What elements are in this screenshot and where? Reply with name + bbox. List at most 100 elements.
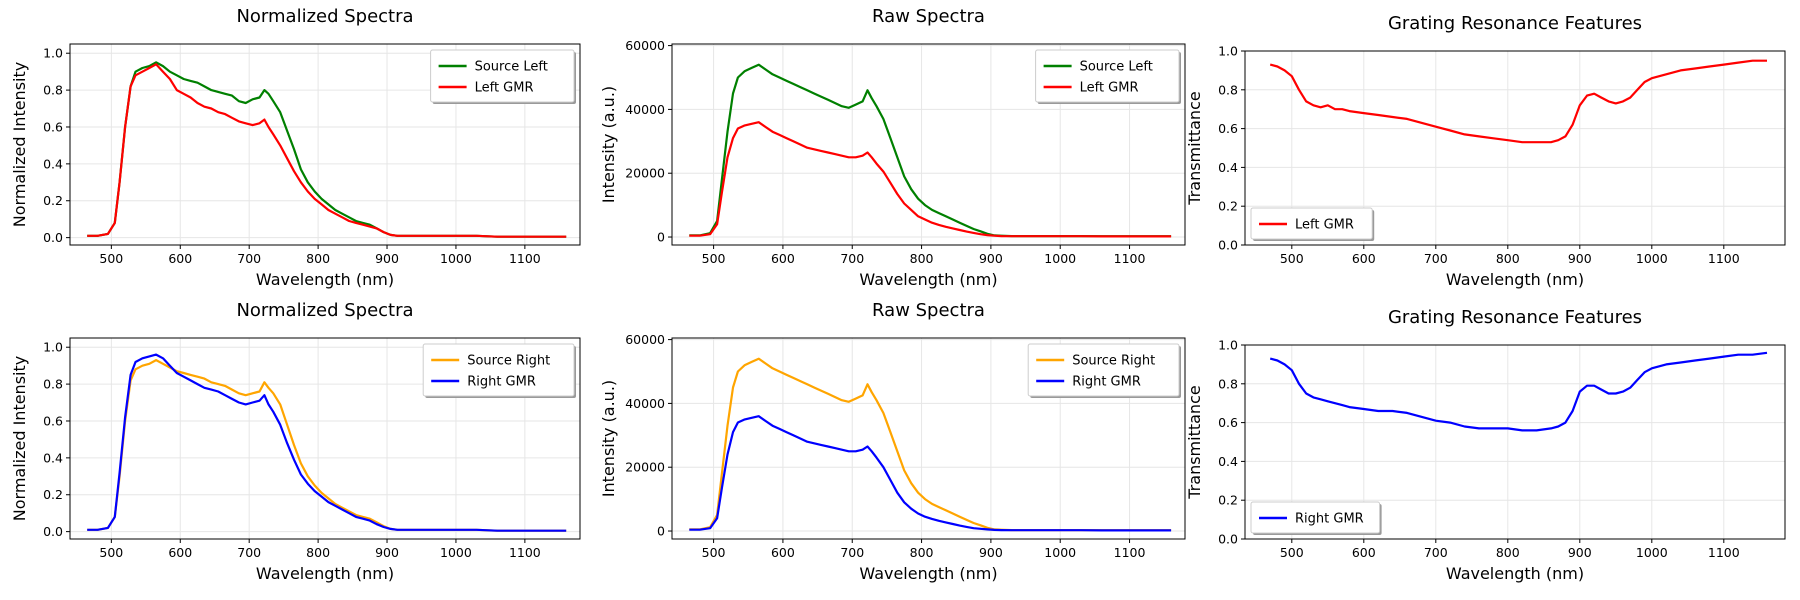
y-tick-label: 40000 [625, 396, 665, 411]
x-tick-label: 1100 [509, 545, 541, 560]
y-axis-label: Transmittance [1185, 91, 1204, 205]
x-tick-label: 600 [168, 545, 192, 560]
x-tick-label: 800 [306, 251, 330, 266]
axes-frame [69, 337, 581, 540]
subplot-norm-left: 500 600 700 800 900 1000 1100 0.0 0.2 0.4 0.6 0.8 1.… [10, 6, 581, 289]
x-tick-label: 1000 [1636, 251, 1668, 266]
x-tick-label: 900 [1568, 251, 1592, 266]
x-tick-label: 500 [702, 545, 726, 560]
legend: Source Left Left GMR [1035, 49, 1181, 104]
subplot-raw-right: 500 600 700 800 900 1000 1100 0 20000 40000 60000 R… [599, 300, 1186, 583]
y-tick-label: 0.0 [1218, 532, 1238, 547]
x-tick-label: 600 [771, 545, 795, 560]
y-tick-label: 20000 [625, 460, 665, 475]
x-tick-label: 700 [840, 251, 864, 266]
legend-label: Left GMR [1080, 81, 1139, 96]
x-axis-label: Wavelength (nm) [859, 564, 997, 583]
x-axis-label: Wavelength (nm) [1446, 270, 1584, 289]
x-tick-label: 800 [1496, 545, 1520, 560]
legend-label: Right GMR [1295, 512, 1364, 527]
legend-box [1035, 49, 1180, 103]
y-tick-label: 0.4 [43, 450, 63, 465]
x-tick-label: 700 [1424, 545, 1448, 560]
y-tick-label: 0.2 [1218, 493, 1238, 508]
x-axis-label: Wavelength (nm) [859, 270, 997, 289]
chart-title: Grating Resonance Features [1388, 307, 1642, 328]
legend: Source Right Right GMR [1027, 343, 1181, 398]
axes-frame [1244, 50, 1786, 246]
chart-title: Grating Resonance Features [1388, 13, 1642, 34]
legend-label: Source Left [1080, 60, 1153, 75]
legend-label: Left GMR [475, 81, 534, 96]
axes-frame [1244, 344, 1786, 540]
x-axis-label: Wavelength (nm) [1446, 564, 1584, 583]
series-line-left-gmr [87, 63, 567, 238]
legend: Left GMR [1250, 207, 1375, 241]
y-axis-label: Transmittance [1185, 385, 1204, 499]
x-tick-label: 700 [237, 251, 261, 266]
x-tick-label: 1100 [1114, 251, 1146, 266]
legend-label: Right GMR [1072, 375, 1141, 390]
x-tick-label: 1000 [1636, 545, 1668, 560]
y-axis-label: Intensity (a.u.) [599, 86, 618, 203]
y-tick-label: 1.0 [1218, 44, 1238, 59]
series-line-left-gmr [1269, 59, 1767, 144]
x-tick-label: 800 [306, 545, 330, 560]
legend-box [422, 343, 575, 397]
x-tick-label: 600 [168, 251, 192, 266]
subplot-gmr-right: 500 600 700 800 900 1000 1100 0.0 0.2 0.4 0.6 0.8 1.… [1185, 307, 1786, 583]
y-tick-label: 0 [657, 230, 665, 245]
subplot-raw-left: 500 600 700 800 900 1000 1100 0 20000 40000 60000 R… [599, 6, 1186, 289]
y-tick-label: 0.0 [43, 524, 63, 539]
x-tick-label: 1000 [440, 251, 472, 266]
series-line-right-gmr [87, 353, 567, 532]
legend-box [1250, 207, 1373, 240]
legend: Right GMR [1250, 501, 1382, 535]
y-tick-label: 0.6 [43, 413, 63, 428]
x-tick-label: 1000 [1044, 545, 1076, 560]
series-line-left-gmr [689, 121, 1172, 238]
y-tick-label: 0.8 [1218, 376, 1238, 391]
x-tick-label: 500 [99, 251, 123, 266]
x-tick-label: 700 [1424, 251, 1448, 266]
x-tick-label: 1100 [1708, 251, 1740, 266]
axes-frame [671, 43, 1186, 246]
chart-title: Raw Spectra [872, 6, 985, 27]
y-tick-label: 0.8 [43, 83, 63, 98]
y-tick-label: 0.8 [1218, 82, 1238, 97]
legend-box [430, 49, 575, 103]
y-tick-label: 60000 [625, 332, 665, 347]
axes-frame [671, 337, 1186, 540]
chart-title: Raw Spectra [872, 300, 985, 321]
x-tick-label: 500 [702, 251, 726, 266]
x-tick-label: 500 [1280, 545, 1304, 560]
y-tick-label: 0.6 [1218, 121, 1238, 136]
series-line-right-gmr [1269, 351, 1768, 432]
x-tick-label: 500 [99, 545, 123, 560]
y-axis-label: Intensity (a.u.) [599, 380, 618, 497]
x-tick-label: 900 [375, 545, 399, 560]
y-tick-label: 1.0 [43, 340, 63, 355]
chart-title: Normalized Spectra [236, 6, 413, 27]
x-tick-label: 500 [1280, 251, 1304, 266]
x-tick-label: 1100 [1114, 545, 1146, 560]
y-tick-label: 0.4 [1218, 160, 1238, 175]
x-tick-label: 900 [1568, 545, 1592, 560]
x-tick-label: 700 [840, 545, 864, 560]
x-tick-label: 700 [237, 545, 261, 560]
y-tick-label: 0.4 [1218, 454, 1238, 469]
y-tick-label: 0.8 [43, 377, 63, 392]
subplot-gmr-left: 500 600 700 800 900 1000 1100 0.0 0.2 0.4 0.6 0.8 1.… [1185, 13, 1786, 289]
y-tick-label: 0.6 [43, 119, 63, 134]
subplot-norm-right: 500 600 700 800 900 1000 1100 0.0 0.2 0.4 0.6 0.8 1.… [10, 300, 581, 583]
x-tick-label: 800 [1496, 251, 1520, 266]
x-tick-label: 900 [979, 251, 1003, 266]
x-tick-label: 1100 [509, 251, 541, 266]
legend-box [1027, 343, 1180, 397]
y-tick-label: 0 [657, 524, 665, 539]
legend-label: Left GMR [1295, 218, 1354, 233]
y-tick-label: 0.6 [1218, 415, 1238, 430]
y-tick-label: 1.0 [1218, 338, 1238, 353]
